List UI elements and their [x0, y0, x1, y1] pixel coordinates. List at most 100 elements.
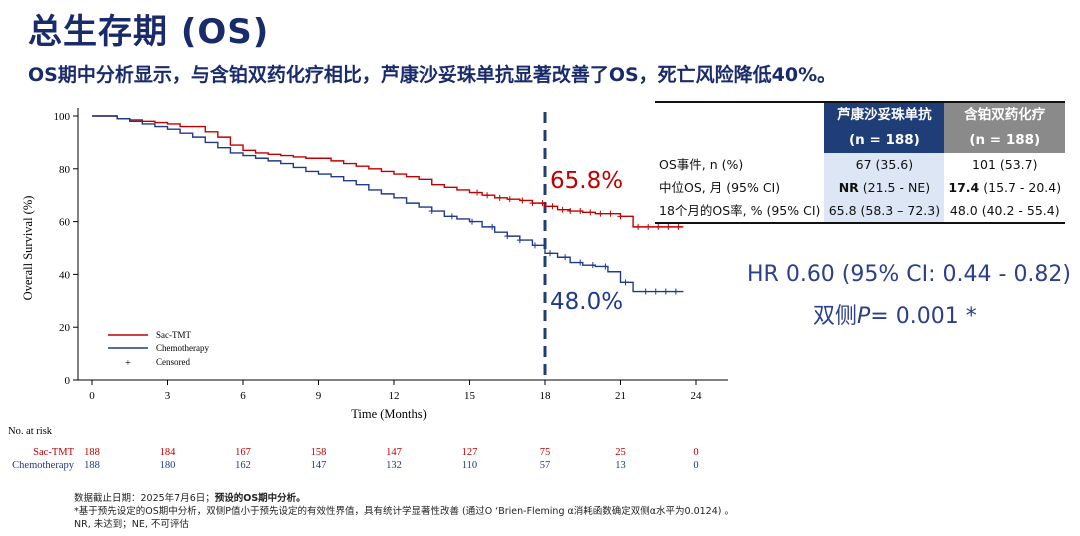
censor-mark — [652, 288, 659, 295]
x-tick-label: 12 — [389, 390, 400, 402]
risk-value: 13 — [615, 460, 626, 471]
censor-mark — [589, 262, 596, 269]
table-row: OS事件, n (%) 67 (35.6) 101 (53.7) — [655, 153, 1065, 176]
row-label: 中位OS, 月 (95% CI) — [659, 180, 781, 195]
censor-mark — [474, 189, 481, 196]
risk-value: 167 — [235, 447, 251, 458]
censor-mark — [655, 223, 662, 230]
censor-mark — [645, 223, 652, 230]
x-tick-label: 24 — [691, 390, 703, 402]
censor-mark — [469, 218, 476, 225]
censor-mark — [506, 196, 513, 203]
os-summary-table: 芦康沙妥珠单抗 含铂双药化疗 (n = 188) (n = 188) OS事件,… — [655, 101, 1066, 224]
p-symbol: P — [857, 304, 871, 329]
censor-mark — [617, 213, 624, 220]
km-curve-chemotherapy — [92, 115, 684, 293]
cell-sac: 65.8 (58.3 – 72.3) — [824, 199, 945, 224]
risk-value: 188 — [84, 460, 100, 471]
censor-mark — [622, 279, 629, 286]
km-chart: 0 3 6 9 12 15 18 21 24 0 20 40 60 80 100 Time (Months) O… — [8, 108, 728, 471]
risk-value: 75 — [540, 447, 551, 458]
censor-mark — [489, 223, 496, 230]
cell-chemo: 17.4 (15.7 - 20.4) — [944, 176, 1065, 199]
censor-mark — [547, 250, 554, 257]
table-row: 18个月的OS率, % (95% CI) 65.8 (58.3 – 72.3) … — [655, 199, 1066, 224]
risk-value: 180 — [160, 460, 176, 471]
col-n-sac: (n = 188) — [824, 128, 945, 153]
censor-mark — [577, 208, 584, 215]
cell-sac: 67 (35.6) — [824, 153, 945, 176]
censor-mark — [549, 203, 556, 210]
censor-mark — [531, 242, 538, 249]
censor-mark — [642, 288, 649, 295]
footnote-text: 数据截止日期：2025年7月6日； — [74, 493, 215, 504]
table-corner — [655, 101, 825, 128]
y-axis-label: Overall Survival (%) — [21, 196, 35, 301]
risk-value: 110 — [462, 460, 477, 471]
x-tick-label: 15 — [464, 390, 476, 402]
risk-value: 57 — [540, 460, 551, 471]
y-tick-label: 20 — [59, 322, 71, 334]
risk-table-title: No. at risk — [8, 426, 53, 437]
p-prefix: 双侧 — [813, 304, 858, 329]
legend-label-sac-tmt: Sac-TMT — [156, 330, 191, 340]
censor-mark — [448, 213, 455, 220]
censor-mark — [539, 200, 546, 207]
row-label: 18个月的OS率, % (95% CI) — [655, 199, 825, 224]
x-tick-label: 3 — [165, 390, 171, 402]
table-corner-2 — [655, 128, 825, 153]
y-tick-label: 100 — [54, 111, 71, 123]
footnote-bold: 预设的OS期中分析。 — [214, 493, 306, 504]
x-tick-label: 21 — [615, 390, 626, 402]
x-tick-label: 6 — [240, 390, 246, 402]
censor-mark — [562, 254, 569, 261]
legend-label-censored: Censored — [156, 357, 190, 367]
legend-label-chemotherapy: Chemotherapy — [156, 343, 209, 353]
risk-value: 147 — [386, 447, 402, 458]
censor-mark — [567, 208, 574, 215]
footnote-line: 数据截止日期：2025年7月6日；预设的OS期中分析。 — [74, 492, 734, 505]
page-subtitle: OS期中分析显示，与含铂双药化疗相比，芦康沙妥珠单抗显著改善了OS，死亡风险降低… — [28, 64, 837, 86]
censor-mark — [662, 288, 669, 295]
censor-mark — [504, 233, 511, 240]
cell-main: NR — [838, 180, 859, 195]
cell-chemo: 48.0 (40.2 - 55.4) — [944, 199, 1066, 224]
y-tick-label: 0 — [65, 375, 71, 387]
censor-mark — [672, 288, 679, 295]
censor-mark — [519, 197, 526, 204]
censor-mark — [597, 210, 604, 217]
censor-mark — [602, 263, 609, 270]
p-suffix: = 0.001 * — [870, 304, 977, 329]
y-tick-label: 40 — [59, 269, 71, 281]
risk-value: 0 — [693, 460, 698, 471]
censor-mark — [559, 206, 566, 213]
censor-mark — [496, 194, 503, 201]
cell-ci: (21.5 - NE) — [862, 180, 931, 195]
legend-swatch-censored: + — [125, 358, 131, 369]
risk-value: 132 — [386, 460, 402, 471]
risk-row-label: Sac-TMT — [33, 447, 74, 458]
hazard-ratio: HR 0.60 (95% CI: 0.44 - 0.82) — [747, 262, 1072, 287]
censor-mark — [577, 259, 584, 266]
annotation-sac-18m: 65.8% — [550, 168, 623, 194]
y-tick-label: 80 — [59, 164, 71, 176]
censor-mark — [665, 223, 672, 230]
col-header-sac: 芦康沙妥珠单抗 — [824, 101, 945, 128]
row-label: OS事件, n (%) — [659, 157, 744, 172]
risk-value: 127 — [462, 447, 478, 458]
censor-mark — [529, 200, 536, 207]
p-value: 双侧P= 0.001 * — [813, 298, 977, 330]
col-header-chemo: 含铂双药化疗 — [944, 101, 1066, 128]
risk-value: 184 — [160, 447, 177, 458]
censor-mark — [675, 223, 682, 230]
footnote-line: NR, 未达到；NE, 不可评估 — [74, 519, 189, 530]
risk-value: 147 — [311, 460, 327, 471]
risk-row-label: Chemotherapy — [12, 460, 75, 471]
censor-mark — [428, 208, 435, 215]
footnote-line: *基于预先设定的OS期中分析，双侧P值小于预先设定的有效性界值，具有统计学显著性… — [74, 506, 734, 517]
y-tick-label: 60 — [59, 217, 71, 229]
cell-ci: (15.7 - 20.4) — [983, 180, 1062, 195]
censor-mark — [607, 210, 614, 217]
x-tick-label: 0 — [89, 390, 95, 402]
cell-main: 17.4 — [948, 180, 980, 195]
